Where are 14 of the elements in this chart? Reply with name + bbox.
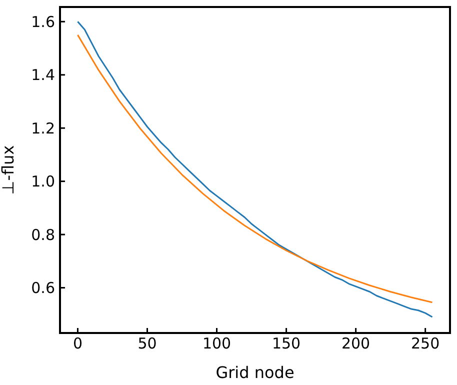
- y-tick-label: 1.6: [31, 12, 55, 31]
- y-axis-title: ⊥-flux: [0, 145, 18, 195]
- x-tick-label: 250: [411, 334, 440, 353]
- x-tick-label: 100: [202, 334, 232, 353]
- x-tick-label: 200: [341, 334, 370, 353]
- x-tick-label: 0: [72, 334, 82, 353]
- y-tick-label: 1.0: [31, 172, 55, 191]
- y-tick-label: 0.6: [31, 279, 55, 298]
- y-tick-label: 0.8: [31, 226, 55, 244]
- x-tick-label: 150: [272, 334, 301, 353]
- x-axis-title: Grid node: [216, 363, 294, 382]
- x-tick-label: 50: [138, 334, 157, 353]
- y-tick-label: 1.2: [31, 119, 55, 138]
- y-tick-label: 1.4: [31, 66, 55, 84]
